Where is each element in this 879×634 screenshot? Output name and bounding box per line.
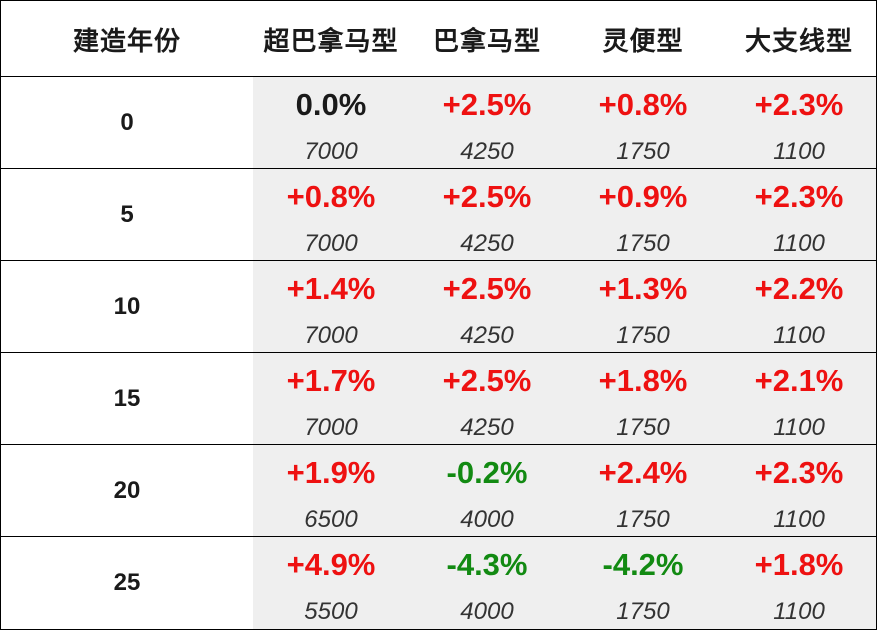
rate-value: 1100 xyxy=(773,414,825,441)
change-percent: +1.4% xyxy=(286,271,376,306)
rate-value: 1750 xyxy=(616,598,670,625)
change-percent: +2.1% xyxy=(754,363,844,398)
rate-value: 5500 xyxy=(304,598,358,625)
table-row: 5 +0.8% 7000 +2.5% 4250 +0.9% 1750 +2.3% 1100 xyxy=(1,169,876,261)
change-percent: -4.3% xyxy=(446,547,528,582)
row-data-area xyxy=(253,353,876,444)
row-data-area xyxy=(253,77,876,168)
table-cell: 0.0% 7000 xyxy=(253,77,409,168)
row-data-area xyxy=(253,537,876,629)
change-percent: +0.8% xyxy=(598,87,688,122)
table-cell: +0.9% 1750 xyxy=(565,169,721,260)
row-data-area xyxy=(253,261,876,352)
change-percent: +0.9% xyxy=(598,179,688,214)
change-percent: +1.8% xyxy=(598,363,688,398)
change-percent: -0.2% xyxy=(446,455,528,490)
change-percent: +1.8% xyxy=(754,547,844,582)
change-percent: +2.4% xyxy=(598,455,688,490)
table-row: 10 +1.4% 7000 +2.5% 4250 +1.3% 1750 +2.2% 1100 xyxy=(1,261,876,353)
change-percent: -4.2% xyxy=(602,547,684,582)
table-cell: +1.8% 1100 xyxy=(721,537,877,629)
table-cell: +2.3% 1100 xyxy=(721,77,877,168)
change-percent: +2.5% xyxy=(442,179,532,214)
rate-value: 4000 xyxy=(460,598,514,625)
table-header: 建造年份 超巴拿马型 巴拿马型 灵便型 大支线型 xyxy=(1,1,876,77)
table-cell: +0.8% 1750 xyxy=(565,77,721,168)
table-cell: +4.9% 5500 xyxy=(253,537,409,629)
rate-value: 7000 xyxy=(304,414,358,441)
change-percent: +2.3% xyxy=(754,455,844,490)
table-cell: +2.2% 1100 xyxy=(721,261,877,352)
rate-value: 6500 xyxy=(304,506,358,533)
row-build-year: 0 xyxy=(1,77,253,168)
row-build-year: 25 xyxy=(1,537,253,629)
table-cell: +2.5% 4250 xyxy=(409,261,565,352)
rate-value: 4250 xyxy=(460,138,514,165)
change-percent: +2.5% xyxy=(442,271,532,306)
rate-value: 4250 xyxy=(460,230,514,257)
rate-value: 1100 xyxy=(773,322,825,349)
change-percent: +0.8% xyxy=(286,179,376,214)
rate-value: 1100 xyxy=(773,506,825,533)
rate-value: 1750 xyxy=(616,506,670,533)
rate-value: 1750 xyxy=(616,230,670,257)
rate-value: 4000 xyxy=(460,506,514,533)
table-cell: +2.4% 1750 xyxy=(565,445,721,536)
change-percent: 0.0% xyxy=(295,87,367,122)
table-cell: +2.1% 1100 xyxy=(721,353,877,444)
row-data-area xyxy=(253,169,876,260)
change-percent: +2.3% xyxy=(754,87,844,122)
table-cell: +1.9% 6500 xyxy=(253,445,409,536)
header-build-year: 建造年份 xyxy=(72,26,181,56)
table-row: 25 +4.9% 5500 -4.3% 4000 -4.2% 1750 +1.8% 1100 xyxy=(1,537,876,629)
table-cell: +1.8% 1750 xyxy=(565,353,721,444)
rate-value: 1100 xyxy=(773,230,825,257)
change-percent: +2.2% xyxy=(754,271,844,306)
table-cell: +2.3% 1100 xyxy=(721,445,877,536)
table-cell: +2.3% 1100 xyxy=(721,169,877,260)
change-percent: +2.3% xyxy=(754,179,844,214)
table-row: 20 +1.9% 6500 -0.2% 4000 +2.4% 1750 +2.3% 1100 xyxy=(1,445,876,537)
header-panamax: 巴拿马型 xyxy=(432,26,541,56)
rate-value: 4250 xyxy=(460,414,514,441)
rate-value: 1750 xyxy=(616,138,670,165)
row-build-year: 10 xyxy=(1,261,253,352)
rate-value: 7000 xyxy=(304,322,358,349)
rate-value: 1100 xyxy=(773,598,825,625)
change-percent: +1.9% xyxy=(286,455,376,490)
rate-value: 1100 xyxy=(773,138,825,165)
table-row: 0 0.0% 7000 +2.5% 4250 +0.8% 1750 +2.3% 1100 xyxy=(1,77,876,169)
rate-value: 7000 xyxy=(304,230,358,257)
row-build-year: 5 xyxy=(1,169,253,260)
rate-value: 4250 xyxy=(460,322,514,349)
change-percent: +2.5% xyxy=(442,87,532,122)
header-feedermax: 大支线型 xyxy=(744,26,853,56)
table-cell: +1.7% 7000 xyxy=(253,353,409,444)
table-cell: +2.5% 4250 xyxy=(409,169,565,260)
table-row: 15 +1.7% 7000 +2.5% 4250 +1.8% 1750 +2.1% 1100 xyxy=(1,353,876,445)
row-build-year: 20 xyxy=(1,445,253,536)
rate-value: 1750 xyxy=(616,414,670,441)
header-handysize: 灵便型 xyxy=(602,26,684,56)
table-cell: -4.3% 4000 xyxy=(409,537,565,629)
table-cell: -0.2% 4000 xyxy=(409,445,565,536)
change-percent: +4.9% xyxy=(286,547,376,582)
table-cell: +0.8% 7000 xyxy=(253,169,409,260)
rate-value: 7000 xyxy=(304,138,358,165)
table-cell: -4.2% 1750 xyxy=(565,537,721,629)
table-cell: +2.5% 4250 xyxy=(409,77,565,168)
header-post-panamax: 超巴拿马型 xyxy=(263,26,399,56)
change-percent: +1.3% xyxy=(598,271,688,306)
change-percent: +2.5% xyxy=(442,363,532,398)
table-cell: +2.5% 4250 xyxy=(409,353,565,444)
table-cell: +1.3% 1750 xyxy=(565,261,721,352)
rate-value: 1750 xyxy=(616,322,670,349)
change-percent: +1.7% xyxy=(286,363,376,398)
table-cell: +1.4% 7000 xyxy=(253,261,409,352)
row-build-year: 15 xyxy=(1,353,253,444)
row-data-area xyxy=(253,445,876,536)
